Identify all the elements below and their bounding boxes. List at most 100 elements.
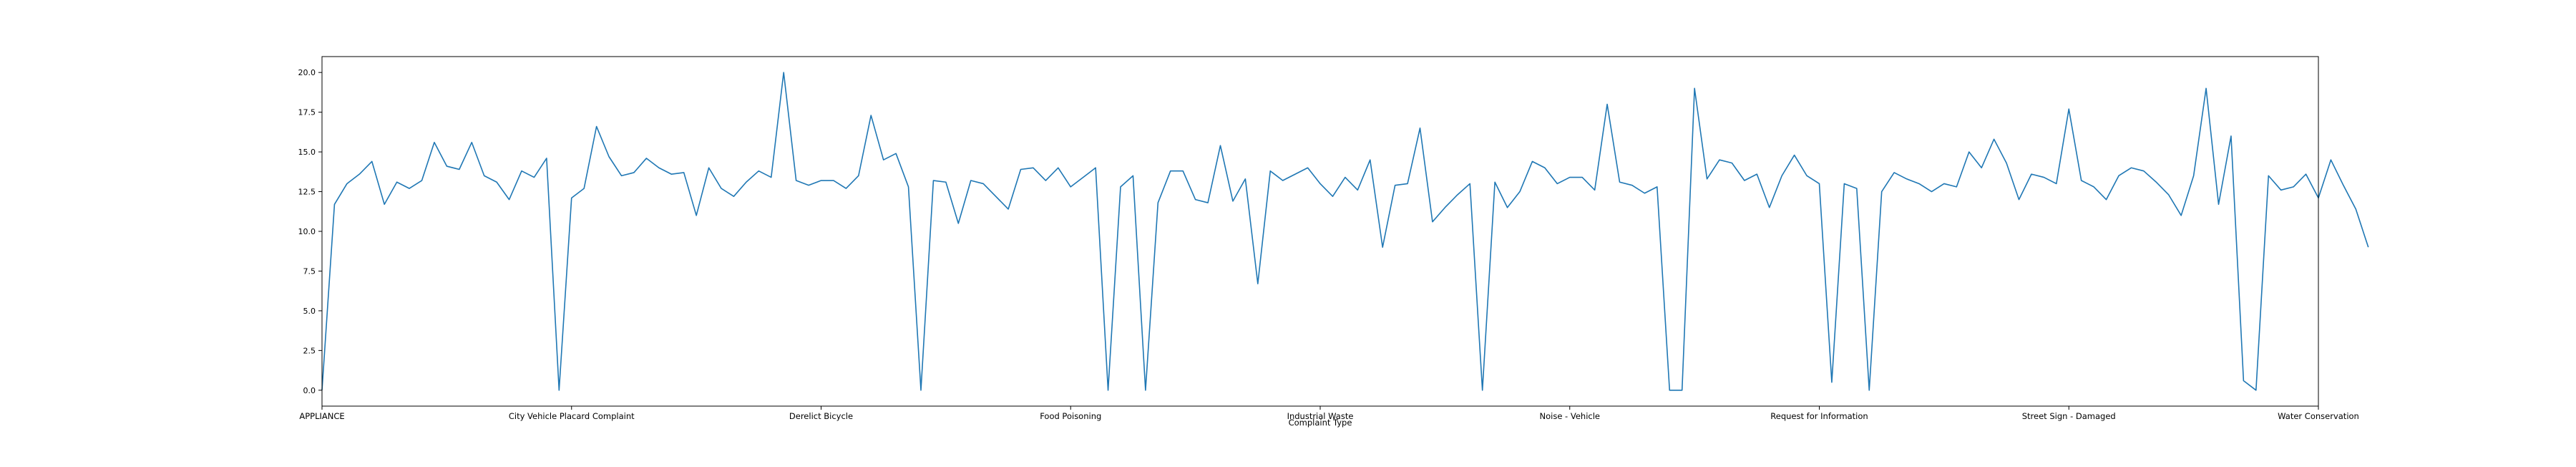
data-point (1781, 175, 1782, 176)
data-point (1357, 189, 1358, 191)
data-point (1669, 390, 1670, 391)
data-point (371, 160, 373, 162)
data-point (920, 390, 922, 391)
data-point (1444, 207, 1445, 208)
data-point (1407, 183, 1408, 184)
data-point (1070, 186, 1071, 188)
data-point (1370, 159, 1371, 160)
data-point (820, 180, 821, 181)
data-point (1880, 191, 1882, 192)
data-point (783, 72, 784, 73)
data-point (384, 203, 385, 205)
data-point (845, 188, 847, 189)
data-point (471, 142, 472, 143)
plot-area (321, 56, 2369, 407)
y-tick-label: 15.0 (298, 148, 316, 157)
data-point (1806, 175, 1807, 176)
data-point (2056, 183, 2057, 184)
data-point (508, 198, 509, 200)
data-point (1657, 186, 1658, 188)
data-point (758, 170, 759, 172)
data-point (2293, 186, 2294, 188)
data-point (2043, 176, 2044, 178)
data-point (2343, 184, 2344, 186)
data-point (1594, 189, 1595, 191)
x-tick-label: Derelict Bicycle (789, 411, 853, 421)
data-point (932, 180, 934, 181)
data-point (1744, 180, 1745, 181)
data-point (2268, 175, 2269, 176)
data-point (708, 167, 709, 168)
data-point (1244, 178, 1246, 180)
x-tick-label: Food Poisoning (1040, 411, 1101, 421)
data-point (396, 181, 397, 183)
data-point (558, 390, 560, 391)
data-point (1332, 196, 1333, 197)
data-point (833, 180, 834, 181)
data-point (421, 180, 422, 181)
data-point (459, 168, 460, 170)
data-point (1756, 173, 1757, 175)
data-point (620, 175, 622, 176)
data-point (533, 176, 535, 178)
data-point (571, 197, 572, 198)
data-point (1269, 170, 1271, 172)
data-point (2230, 135, 2232, 137)
data-point (658, 167, 660, 168)
data-point (1893, 172, 1895, 173)
data-point (1619, 181, 1620, 183)
data-point (1556, 183, 1558, 184)
data-point (1694, 87, 1695, 89)
data-point (1581, 176, 1583, 178)
x-axis-label: Complaint Type (1289, 418, 1352, 428)
data-point (2143, 170, 2145, 172)
y-tick-label: 7.5 (303, 266, 316, 276)
data-point (595, 125, 597, 127)
data-point (970, 180, 972, 181)
data-point (808, 184, 809, 186)
data-point (483, 175, 484, 176)
data-point (1918, 183, 1920, 184)
data-point (1182, 170, 1184, 172)
data-point (1294, 173, 1296, 175)
plot-frame (321, 56, 2319, 407)
data-point (2330, 159, 2331, 160)
data-point (1157, 202, 1158, 203)
data-point (795, 180, 796, 181)
x-tick-label: APPLIANCE (299, 411, 344, 421)
data-point (2205, 87, 2207, 89)
data-point (2180, 215, 2182, 216)
data-point (1956, 186, 1957, 188)
data-point (1494, 181, 1496, 183)
data-point (1120, 186, 1121, 188)
data-point (2031, 173, 2032, 175)
data-point (1681, 390, 1682, 391)
data-point (1232, 201, 1234, 202)
data-point (496, 181, 497, 183)
data-point (2080, 180, 2082, 181)
data-point (1257, 283, 1259, 284)
data-point (2218, 203, 2219, 205)
data-point (1793, 154, 1795, 155)
data-point (1170, 170, 1171, 172)
data-point (1058, 167, 1059, 168)
x-tick-label: Industrial Waste (1287, 411, 1354, 421)
data-point (1993, 138, 1994, 140)
data-point (907, 186, 909, 188)
data-point (733, 196, 734, 197)
y-tick-label: 5.0 (303, 307, 316, 316)
data-point (2130, 167, 2132, 168)
data-point (1818, 183, 1820, 184)
data-point (1943, 183, 1945, 184)
data-point (2118, 175, 2119, 176)
data-point (1307, 167, 1308, 168)
data-point (1544, 167, 1546, 168)
data-point (1569, 176, 1571, 178)
data-point (1519, 191, 1521, 192)
data-point (1319, 183, 1321, 184)
data-point (2255, 390, 2257, 391)
data-point (608, 156, 610, 158)
data-point (1457, 194, 1458, 196)
series-line-0 (321, 72, 2369, 391)
